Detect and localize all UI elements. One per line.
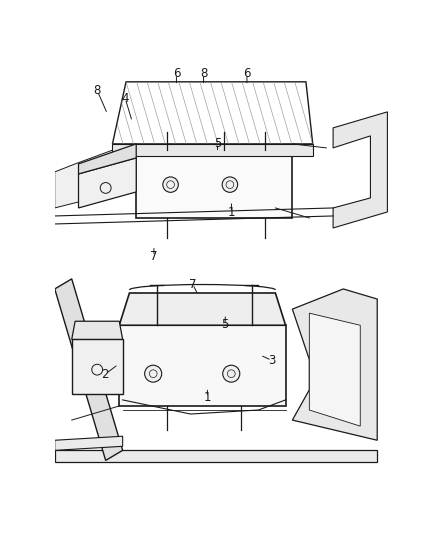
Circle shape — [163, 177, 178, 192]
Polygon shape — [78, 144, 136, 174]
Text: 4: 4 — [121, 92, 129, 105]
Polygon shape — [136, 132, 292, 148]
Polygon shape — [55, 144, 143, 208]
Text: 8: 8 — [94, 84, 101, 98]
Polygon shape — [55, 450, 377, 463]
Polygon shape — [333, 112, 387, 228]
Polygon shape — [136, 148, 292, 218]
Text: 7: 7 — [150, 250, 158, 263]
Polygon shape — [72, 340, 123, 394]
Text: 3: 3 — [268, 354, 276, 367]
Text: 2: 2 — [101, 368, 109, 381]
Text: 7: 7 — [189, 278, 197, 290]
Polygon shape — [78, 158, 136, 208]
Polygon shape — [55, 279, 123, 461]
Polygon shape — [113, 82, 313, 144]
Polygon shape — [113, 144, 313, 156]
Circle shape — [222, 177, 238, 192]
Circle shape — [223, 365, 240, 382]
Polygon shape — [309, 313, 360, 426]
Polygon shape — [55, 436, 123, 450]
Text: 6: 6 — [173, 68, 180, 80]
Text: 6: 6 — [243, 68, 251, 80]
Circle shape — [145, 365, 162, 382]
Polygon shape — [72, 321, 123, 340]
Polygon shape — [119, 325, 286, 406]
Text: 1: 1 — [204, 391, 211, 404]
Text: 8: 8 — [200, 68, 207, 80]
Text: 5: 5 — [222, 318, 229, 330]
Text: 1: 1 — [228, 206, 235, 219]
Polygon shape — [119, 293, 286, 325]
Polygon shape — [292, 289, 377, 440]
Text: 5: 5 — [214, 137, 221, 150]
